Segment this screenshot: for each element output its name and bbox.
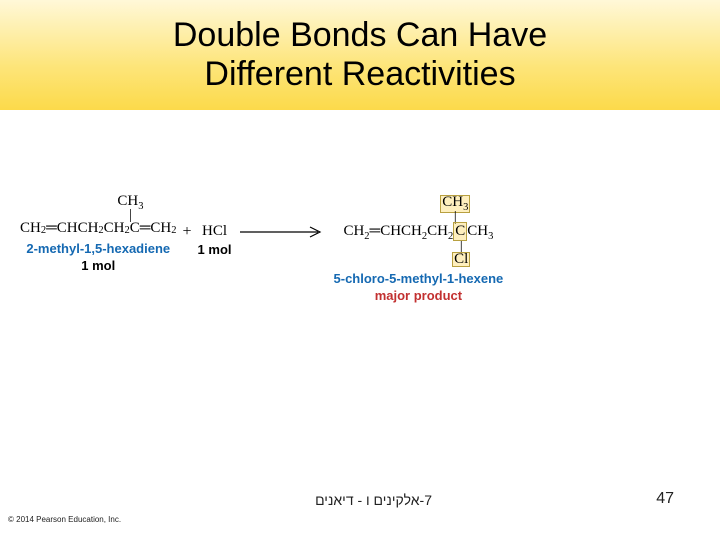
reactant-molecule: CH3 | CH2═CHCH2CH2C═CH2 2-methyl-1,5-hex… [20, 195, 177, 273]
slide-title: Double Bonds Can Have Different Reactivi… [173, 16, 547, 94]
reaction-diagram: CH3 | CH2═CHCH2CH2C═CH2 2-methyl-1,5-hex… [20, 195, 700, 335]
reactant-name: 2-methyl-1,5-hexadiene [26, 241, 170, 256]
reaction-arrow [238, 225, 328, 244]
hcl-mol: 1 mol [198, 242, 232, 257]
page-number: 47 [656, 490, 674, 508]
chapter-label: 7-אלקינים ו - דיאנים [315, 492, 432, 508]
copyright-text: © 2014 Pearson Education, Inc. [8, 515, 121, 524]
plus-sign: + [183, 223, 192, 241]
product-name: 5-chloro-5-methyl-1-hexene [334, 271, 504, 286]
hcl-molecule: HCl 1 mol [198, 223, 232, 257]
product-major-label: major product [375, 288, 462, 303]
title-banner: Double Bonds Can Have Different Reactivi… [0, 0, 720, 110]
reactant-mol: 1 mol [81, 258, 115, 273]
slide-footer: © 2014 Pearson Education, Inc. 7-אלקינים… [0, 486, 720, 526]
product-molecule: CH3 | CH2═CHCH2CH2CCH3 | Cl 5-chloro-5-m… [334, 195, 504, 303]
